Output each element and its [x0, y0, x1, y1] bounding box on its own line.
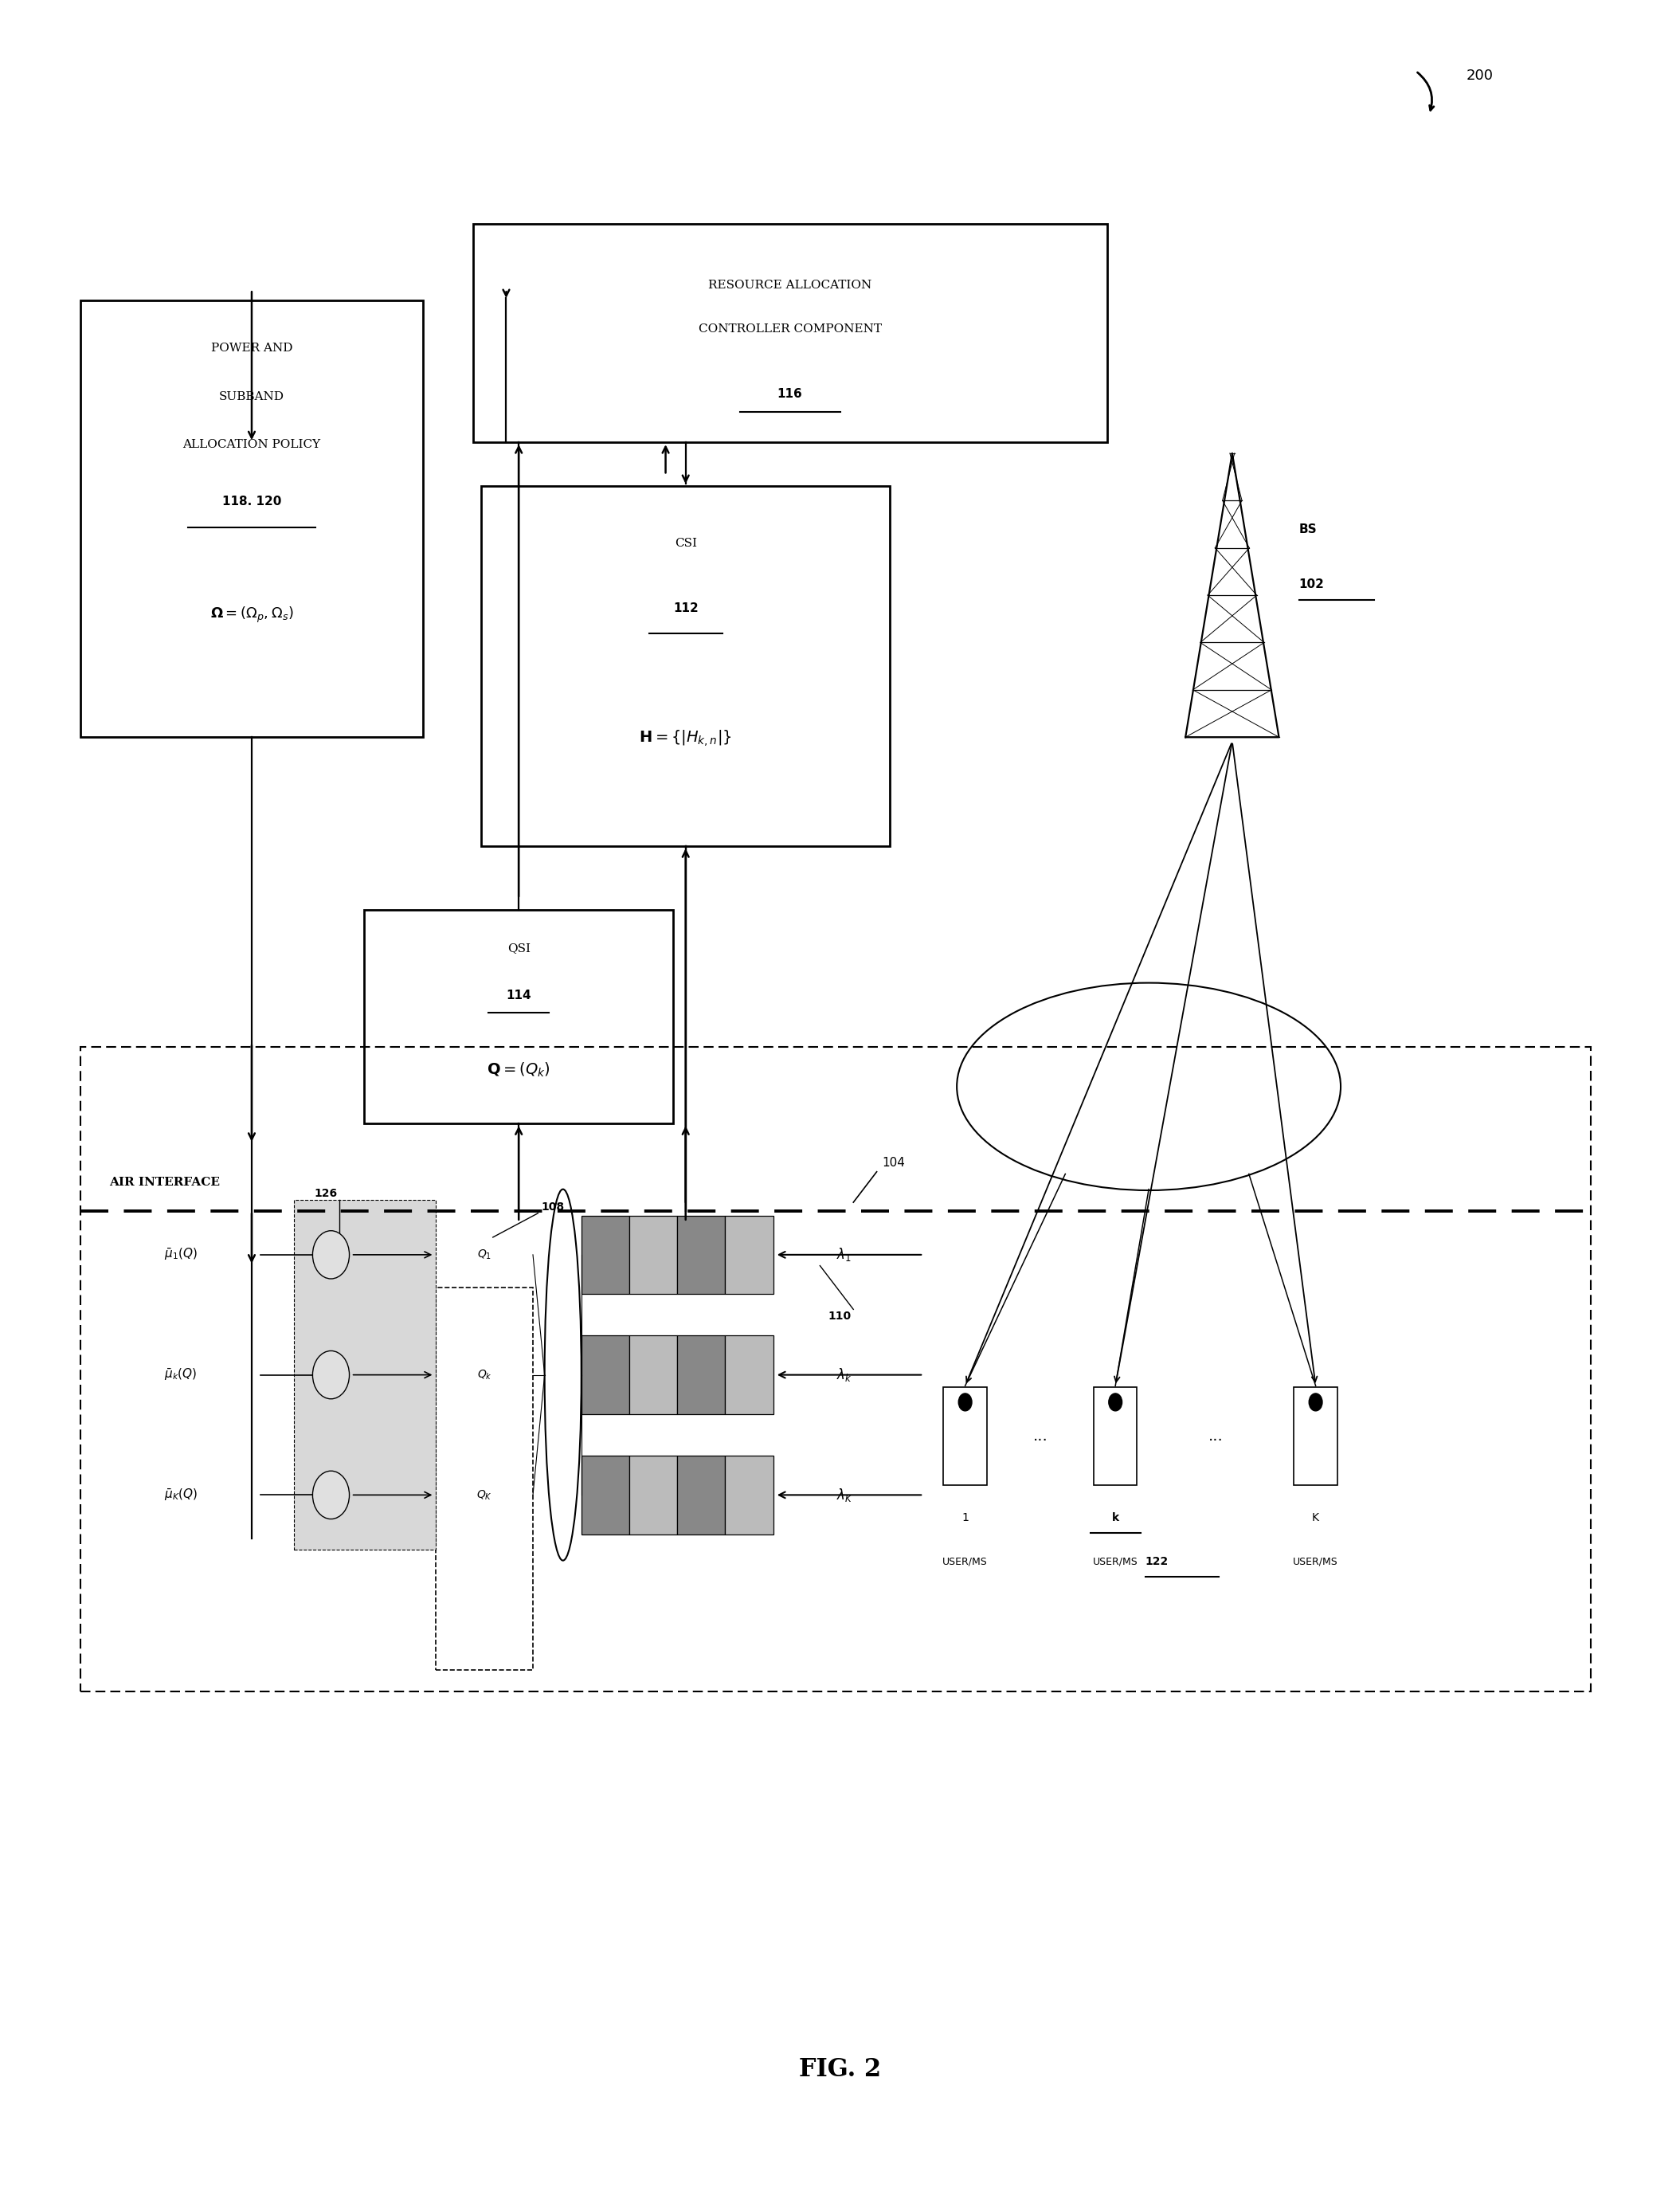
Bar: [581, 1216, 630, 1295]
Text: AIR INTERFACE: AIR INTERFACE: [109, 1177, 220, 1187]
Text: K: K: [1312, 1512, 1319, 1523]
Circle shape: [1109, 1394, 1122, 1411]
Text: USER/MS: USER/MS: [1092, 1556, 1137, 1567]
Text: $\lambda_K$: $\lambda_K$: [837, 1486, 853, 1504]
Bar: [365, 909, 674, 1124]
Text: $\bar{\mu}_1(Q)$: $\bar{\mu}_1(Q)$: [165, 1247, 198, 1262]
Circle shape: [312, 1231, 349, 1280]
Text: $\lambda_k$: $\lambda_k$: [837, 1367, 852, 1383]
Bar: [630, 1455, 677, 1534]
Bar: [1094, 1387, 1137, 1486]
Bar: [472, 224, 1107, 443]
Text: FIG. 2: FIG. 2: [800, 2057, 880, 2081]
Text: $Q_K$: $Q_K$: [477, 1488, 492, 1501]
Text: 1: 1: [961, 1512, 969, 1523]
Bar: [581, 1455, 630, 1534]
Text: 122: 122: [1146, 1556, 1169, 1567]
Text: SUBBAND: SUBBAND: [218, 391, 284, 402]
Bar: [630, 1335, 677, 1414]
Text: $\bar{\mu}_k(Q)$: $\bar{\mu}_k(Q)$: [165, 1367, 197, 1383]
Circle shape: [312, 1350, 349, 1398]
Bar: [726, 1455, 773, 1534]
Text: 118. 120: 118. 120: [222, 496, 281, 507]
Circle shape: [1309, 1394, 1322, 1411]
Bar: [581, 1335, 630, 1414]
Text: $Q_1$: $Q_1$: [477, 1249, 492, 1262]
Text: $Q_k$: $Q_k$: [477, 1367, 492, 1381]
Text: $\mathbf{H}=\{|H_{k,n}|\}$: $\mathbf{H}=\{|H_{k,n}|\}$: [638, 729, 732, 748]
Text: CONTROLLER COMPONENT: CONTROLLER COMPONENT: [699, 323, 882, 334]
Text: CSI: CSI: [674, 538, 697, 549]
Text: 200: 200: [1467, 68, 1494, 83]
Text: 108: 108: [541, 1201, 564, 1212]
Bar: [81, 301, 423, 738]
Text: RESOURCE ALLOCATION: RESOURCE ALLOCATION: [709, 279, 872, 290]
Text: 116: 116: [778, 389, 803, 399]
Text: BS: BS: [1299, 525, 1317, 536]
Text: QSI: QSI: [507, 942, 531, 955]
Text: $\bar{\mu}_K(Q)$: $\bar{\mu}_K(Q)$: [165, 1488, 198, 1504]
Bar: [630, 1216, 677, 1295]
Bar: [81, 1047, 1591, 1692]
Text: 114: 114: [506, 990, 531, 1001]
Text: 126: 126: [314, 1187, 338, 1198]
Circle shape: [959, 1394, 971, 1411]
Text: USER/MS: USER/MS: [1294, 1556, 1339, 1567]
Text: POWER AND: POWER AND: [212, 342, 292, 353]
Text: $\lambda_1$: $\lambda_1$: [837, 1247, 852, 1262]
Bar: [294, 1201, 437, 1550]
Text: $\mathbf{Q}=(Q_k)$: $\mathbf{Q}=(Q_k)$: [487, 1062, 551, 1080]
Bar: [437, 1288, 533, 1670]
Text: 104: 104: [882, 1157, 906, 1170]
Bar: [726, 1216, 773, 1295]
Text: $\mathbf{\Omega}=(\Omega_p,\Omega_s)$: $\mathbf{\Omega}=(\Omega_p,\Omega_s)$: [210, 606, 294, 626]
Bar: [677, 1335, 726, 1414]
Bar: [1294, 1387, 1337, 1486]
Bar: [677, 1216, 726, 1295]
Bar: [677, 1455, 726, 1534]
Circle shape: [312, 1471, 349, 1519]
Text: USER/MS: USER/MS: [942, 1556, 988, 1567]
Bar: [480, 485, 890, 847]
Bar: [726, 1335, 773, 1414]
Text: ...: ...: [1033, 1429, 1048, 1444]
Text: 110: 110: [828, 1310, 852, 1321]
Text: ALLOCATION POLICY: ALLOCATION POLICY: [183, 439, 321, 450]
Bar: [944, 1387, 986, 1486]
Text: ...: ...: [1208, 1429, 1223, 1444]
Text: k: k: [1112, 1512, 1119, 1523]
Text: 112: 112: [674, 604, 699, 615]
Text: 102: 102: [1299, 577, 1324, 590]
